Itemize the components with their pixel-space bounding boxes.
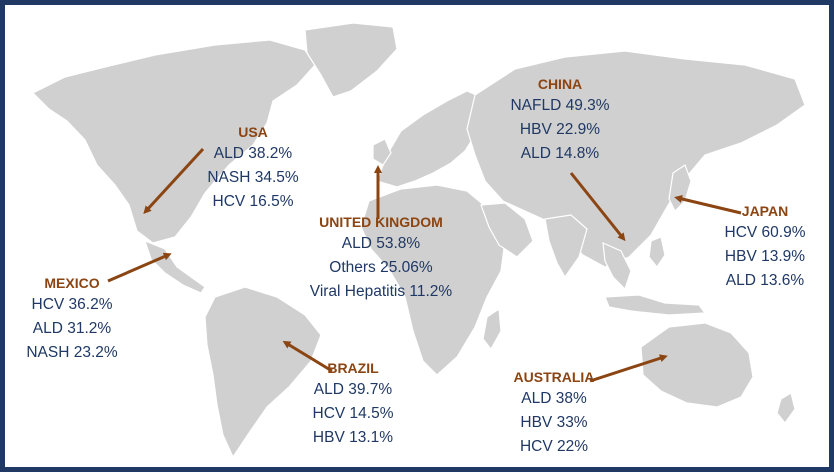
south-america-landmass <box>204 286 322 459</box>
stat-uk-1: ALD 53.8% <box>341 235 421 252</box>
stat-china-2: HBV 22.9% <box>519 121 601 138</box>
country-name-mexico: MEXICO <box>44 275 100 291</box>
stat-mexico-2: ALD 31.2% <box>32 320 112 337</box>
stat-brazil-2: HCV 14.5% <box>312 405 394 422</box>
label-china: CHINA NAFLD 49.3% HBV 22.9% ALD 14.8% <box>495 74 625 166</box>
stat-australia-3: HCV 22% <box>519 438 589 455</box>
australia-landmass <box>640 322 754 408</box>
madagascar-landmass <box>482 307 502 351</box>
label-united-kingdom: UNITED KINGDOM ALD 53.8% Others 25.06% V… <box>286 212 476 304</box>
southeast-asia-landmass <box>602 242 632 291</box>
country-name-australia: AUSTRALIA <box>513 369 595 385</box>
stat-brazil-1: ALD 39.7% <box>313 381 393 398</box>
central-america-landmass <box>144 239 206 294</box>
arrow-brazil <box>282 340 333 373</box>
pointer-arrows <box>107 147 742 383</box>
arrow-usa <box>143 147 205 214</box>
country-name-united-kingdom: UNITED KINGDOM <box>319 214 443 230</box>
country-name-usa: USA <box>238 124 268 140</box>
label-usa: USA ALD 38.2% NASH 34.5% HCV 16.5% <box>188 122 318 214</box>
north-america-landmass <box>31 39 316 244</box>
stat-china-1: NAFLD 49.3% <box>510 97 610 114</box>
stat-usa-2: NASH 34.5% <box>207 169 299 186</box>
india-landmass <box>544 214 588 279</box>
continents <box>31 22 806 459</box>
arrow-japan <box>674 195 742 215</box>
arabia-landmass <box>480 202 534 258</box>
stat-japan-3: ALD 13.6% <box>725 272 805 289</box>
label-mexico: MEXICO HCV 36.2% ALD 31.2% NASH 23.2% <box>7 273 137 365</box>
new-zealand-landmass <box>776 392 796 424</box>
arrow-australia <box>589 354 668 383</box>
stat-usa-1: ALD 38.2% <box>213 145 293 162</box>
stat-uk-3: Viral Hepatitis 11.2% <box>309 283 453 300</box>
greenland-landmass <box>304 22 398 98</box>
arrow-mexico <box>107 252 172 283</box>
stat-mexico-1: HCV 36.2% <box>31 296 113 313</box>
stat-australia-1: ALD 38% <box>521 390 587 407</box>
philippines-landmass <box>648 236 666 269</box>
stat-brazil-3: HBV 13.1% <box>312 429 394 446</box>
asia-landmass <box>466 50 806 268</box>
label-australia: AUSTRALIA ALD 38% HBV 33% HCV 22% <box>489 367 619 459</box>
label-brazil: BRAZIL ALD 39.7% HCV 14.5% HBV 13.1% <box>288 358 418 450</box>
stat-japan-2: HBV 13.9% <box>724 248 806 265</box>
africa-landmass <box>360 184 506 376</box>
label-japan: JAPAN HCV 60.9% HBV 13.9% ALD 13.6% <box>705 201 825 293</box>
stat-mexico-3: NASH 23.2% <box>26 344 118 361</box>
stat-china-3: ALD 14.8% <box>520 145 600 162</box>
world-map <box>31 22 806 459</box>
country-name-china: CHINA <box>537 76 583 92</box>
british-isles-landmass <box>372 138 392 166</box>
stat-australia-2: HBV 33% <box>520 414 588 431</box>
country-name-brazil: BRAZIL <box>327 360 379 376</box>
arrow-china <box>569 172 626 242</box>
stat-usa-3: HCV 16.5% <box>212 193 294 210</box>
stat-japan-1: HCV 60.9% <box>724 224 806 241</box>
country-name-japan: JAPAN <box>741 203 789 219</box>
stat-uk-2: Others 25.06% <box>329 259 433 276</box>
indonesia-landmass <box>604 294 707 316</box>
